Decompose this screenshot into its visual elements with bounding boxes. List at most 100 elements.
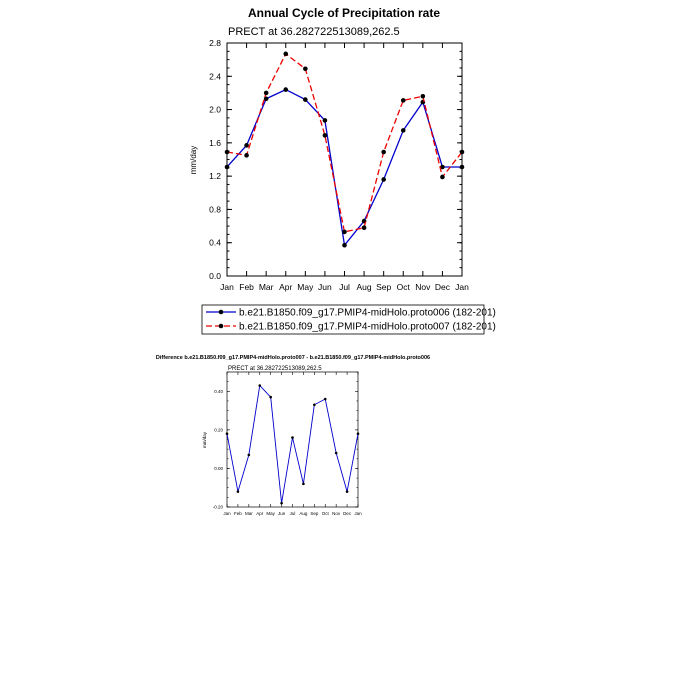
data-point [283,51,289,57]
x-tick-label: Oct [322,511,330,516]
legend: b.e21.B1850.f09_g17.PMIP4-midHolo.proto0… [206,308,496,333]
axis-ticks [226,42,463,277]
data-point [322,133,328,138]
y-tick-label: 0.40 [214,389,223,394]
legend-box [201,304,485,335]
x-tick-label: Apr [279,282,292,292]
x-tick-label: Feb [234,511,242,516]
data-point [440,174,445,180]
difference-y-axis-label: mm/day [202,431,207,448]
difference-x-tick-labels: Jan Feb Mar Apr May Jun Jul Aug Sep Oct Nov Dec Jan [223,511,362,516]
data-point [291,436,294,439]
data-point [280,501,283,505]
y-tick-label: 2.4 [209,71,221,81]
difference-y-tick-labels: -0.20 0.00 0.20 0.40 [213,389,224,510]
data-point [361,225,367,231]
x-tick-label: Aug [357,282,372,292]
data-point [224,149,230,155]
y-tick-label: -0.20 [213,505,224,510]
data-point [356,432,360,436]
legend-entry: b.e21.B1850.f09_g17.PMIP4-midHolo.proto0… [239,322,496,333]
y-tick-label: 1.6 [209,138,221,148]
y-tick-label: 0.4 [209,238,221,248]
data-point [322,118,328,123]
x-tick-label: Dec [343,511,352,516]
x-tick-label: May [266,511,275,516]
x-tick-label: Mar [259,282,274,292]
data-point [263,90,269,96]
x-tick-label: Apr [256,511,264,516]
y-tick-label: 0.8 [209,204,221,214]
legend-entry: b.e21.B1850.f09_g17.PMIP4-midHolo.proto0… [239,308,496,319]
x-tick-label: Nov [415,282,431,292]
x-tick-label: Jan [455,282,469,292]
chart-subtitle: PRECT at 36.282722513089,262.5 [228,26,400,38]
x-tick-label: Jul [339,282,350,292]
x-tick-label: Jun [278,511,286,516]
data-point [420,93,426,99]
data-point [283,87,289,92]
data-point [381,177,386,182]
data-point [244,143,249,148]
series-line-1 [226,52,463,233]
x-tick-label: Sep [376,282,391,292]
x-tick-label: Jan [220,282,234,292]
data-point [313,403,316,407]
x-tick-label: Oct [397,282,411,292]
x-tick-label: Jul [290,511,296,516]
y-tick-label: 0.00 [214,466,223,471]
difference-axis-ticks [226,371,359,508]
data-point [400,98,406,103]
precipitation-annual-cycle-chart: Annual Cycle of Precipitation rate PRECT… [189,6,496,335]
x-tick-label: Jun [318,282,332,292]
data-point [323,397,327,401]
data-point [258,384,262,387]
x-tick-label: Nov [332,511,341,516]
data-point [459,164,465,170]
y-tick-label: 0.20 [214,427,223,432]
legend-marker [218,309,224,315]
y-axis-label: mm/day [189,146,198,174]
x-tick-label: Jan [223,511,231,516]
y-tick-label: 2.0 [209,105,221,115]
y-tick-label: 1.2 [209,171,221,181]
data-point [236,490,240,493]
series-line-0 [226,384,359,504]
data-point [334,451,338,455]
x-tick-label: Feb [239,282,254,292]
x-tick-label: Aug [299,511,308,516]
data-point [381,149,386,155]
difference-title: Difference b.e21.B1850.f09_g17.PMIP4-mid… [156,355,430,361]
x-tick-label: May [297,282,314,292]
x-tick-label: Sep [310,511,319,516]
y-tick-label: 2.8 [209,38,221,48]
data-point [247,453,251,457]
x-tick-label: Jan [354,511,362,516]
data-point [459,149,465,155]
data-point [345,490,349,493]
difference-series-layer [225,384,360,505]
legend-marker [218,323,224,329]
y-tick-labels: 0.0 0.4 0.8 1.2 1.6 2.0 2.4 2.8 [209,38,221,281]
series-line-0 [226,88,462,247]
data-point [400,128,406,133]
data-point [303,66,308,72]
data-point [263,96,269,102]
data-point [440,164,445,170]
x-tick-label: Dec [435,282,451,292]
difference-subtitle: PRECT at 36.282722513089,262.5 [228,366,322,372]
y-tick-label: 0.0 [209,271,221,281]
data-point [244,153,249,158]
x-tick-label: Mar [245,511,253,516]
data-point [225,432,229,436]
difference-chart: Difference b.e21.B1850.f09_g17.PMIP4-mid… [156,355,430,516]
data-point [224,164,230,170]
chart-title: Annual Cycle of Precipitation rate [248,6,440,20]
data-point [303,97,308,102]
data-point [342,242,347,248]
x-tick-labels: Jan Feb Mar Apr May Jun Jul Aug Sep Oct Nov Dec Jan [220,282,469,292]
data-point [302,482,305,486]
series-layer [224,51,465,248]
data-point [269,395,272,399]
